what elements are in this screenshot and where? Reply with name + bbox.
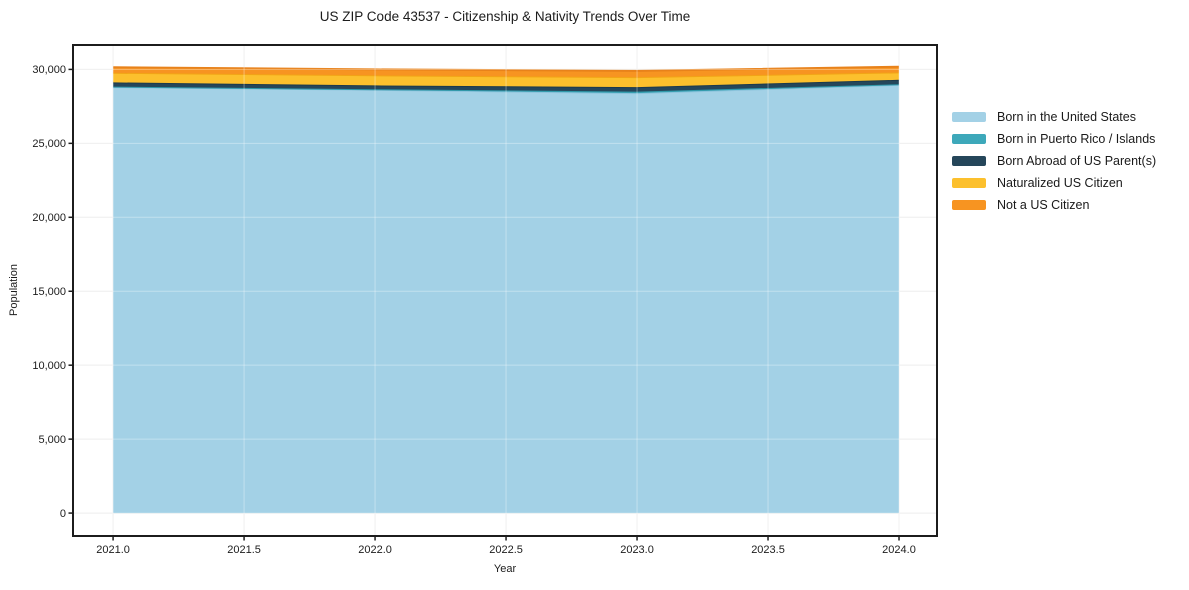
area-series-2 [113,79,900,92]
y-tick-label: 5,000 [38,434,66,446]
legend: Born in the United States Born in Puerto … [952,106,1156,216]
x-tick-label: 2023.5 [751,544,785,556]
y-tick-label: 30,000 [32,64,66,76]
legend-swatch-icon [952,178,986,188]
legend-label: Born in the United States [997,110,1136,124]
x-tick-label: 2022.5 [489,544,523,556]
legend-item: Not a US Citizen [952,194,1156,216]
y-axis-label: Population [8,264,20,316]
y-tick-label: 25,000 [32,138,66,150]
legend-item: Born in the United States [952,106,1156,128]
legend-swatch-icon [952,200,986,210]
legend-swatch-icon [952,112,986,122]
x-tick-label: 2021.5 [227,544,261,556]
y-tick-label: 20,000 [32,212,66,224]
legend-label: Not a US Citizen [997,198,1090,212]
legend-label: Born in Puerto Rico / Islands [997,132,1156,146]
legend-label: Born Abroad of US Parent(s) [997,154,1157,168]
legend-item: Naturalized US Citizen [952,172,1156,194]
x-tick-label: 2024.0 [882,544,916,556]
area-edge-line-4 [113,65,900,72]
x-tick-label: 2022.0 [358,544,392,556]
legend-label: Naturalized US Citizen [997,176,1123,190]
x-axis-label: Year [493,563,517,575]
area-series-1 [113,84,900,94]
legend-swatch-icon [952,156,986,166]
legend-item: Born in Puerto Rico / Islands [952,128,1156,150]
chart-title: US ZIP Code 43537 - Citizenship & Nativi… [319,9,691,24]
y-tick-label: 10,000 [32,360,66,372]
legend-swatch-icon [952,134,986,144]
area-series-0 [113,84,900,514]
x-tick-label: 2021.0 [96,544,130,556]
legend-item: Born Abroad of US Parent(s) [952,150,1156,172]
y-tick-label: 0 [60,508,66,520]
x-tick-label: 2023.0 [620,544,654,556]
y-tick-label: 15,000 [32,286,66,298]
